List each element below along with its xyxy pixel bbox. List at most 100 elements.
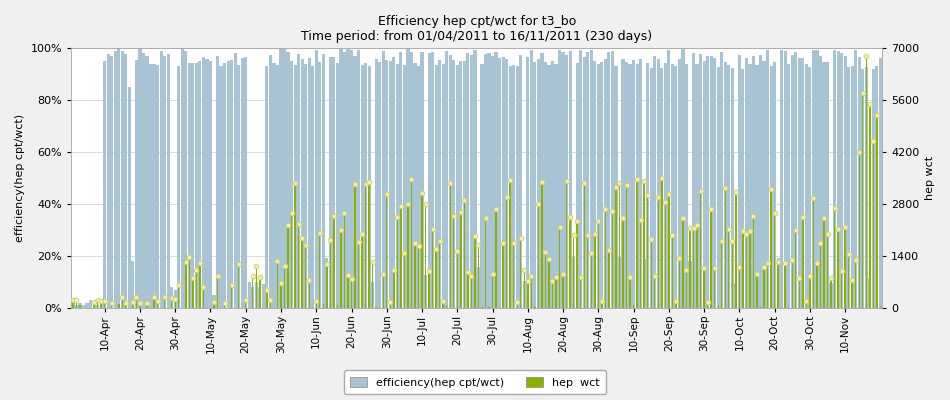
Bar	[89, 300, 92, 308]
Bar	[498, 58, 502, 308]
Bar	[720, 52, 723, 308]
Bar	[290, 61, 294, 308]
Bar	[92, 303, 96, 308]
Bar	[678, 59, 681, 308]
Bar	[403, 65, 406, 308]
Bar	[880, 306, 881, 308]
Bar	[671, 64, 674, 308]
Bar	[774, 212, 775, 308]
Bar	[598, 221, 599, 308]
Bar	[375, 307, 377, 308]
Bar	[425, 204, 427, 308]
Bar	[146, 303, 147, 308]
Bar	[104, 61, 106, 308]
Bar	[390, 302, 391, 308]
Bar	[657, 198, 659, 308]
Bar	[156, 66, 160, 308]
Bar	[640, 220, 641, 308]
Bar	[153, 64, 156, 308]
Bar	[707, 302, 709, 308]
Bar	[686, 270, 687, 308]
Bar	[298, 224, 299, 308]
Bar	[170, 287, 173, 308]
Bar	[713, 58, 716, 308]
Bar	[196, 270, 197, 308]
Bar	[642, 259, 646, 308]
Bar	[508, 66, 512, 308]
Bar	[323, 304, 324, 308]
Bar	[741, 69, 745, 308]
Bar	[470, 276, 472, 308]
Bar	[830, 278, 832, 308]
Bar	[833, 50, 836, 308]
Bar	[519, 55, 522, 308]
Bar	[544, 252, 546, 308]
Bar	[654, 56, 656, 308]
Bar	[258, 287, 261, 308]
Bar	[763, 61, 766, 308]
Bar	[393, 270, 394, 308]
Bar	[689, 261, 692, 308]
Bar	[488, 307, 490, 308]
Bar	[766, 50, 770, 308]
Bar	[664, 63, 667, 308]
Bar	[424, 275, 428, 308]
Bar	[647, 195, 649, 308]
Bar	[495, 52, 498, 308]
Bar	[383, 274, 384, 308]
Bar	[538, 204, 539, 308]
Bar	[752, 216, 754, 308]
Bar	[372, 262, 373, 308]
Bar	[75, 305, 78, 308]
Bar	[523, 270, 525, 308]
Bar	[251, 287, 255, 308]
Bar	[466, 53, 469, 308]
Bar	[622, 218, 624, 308]
Bar	[593, 61, 597, 308]
Bar	[209, 61, 212, 308]
Bar	[474, 236, 476, 308]
Bar	[460, 212, 462, 308]
Bar	[347, 50, 350, 308]
Bar	[464, 200, 465, 308]
Bar	[368, 66, 371, 308]
Bar	[841, 271, 843, 308]
Bar	[731, 68, 734, 308]
Bar	[739, 266, 740, 308]
Bar	[875, 66, 879, 308]
Bar	[481, 64, 484, 308]
Bar	[543, 62, 547, 308]
Bar	[294, 183, 295, 308]
Bar	[326, 264, 328, 308]
Bar	[601, 300, 602, 308]
Bar	[379, 307, 380, 308]
Bar	[252, 276, 254, 308]
Bar	[397, 216, 398, 308]
Bar	[745, 58, 748, 308]
Bar	[608, 250, 610, 308]
Bar	[386, 194, 388, 308]
Bar	[276, 65, 279, 308]
Bar	[721, 241, 722, 308]
Bar	[414, 243, 416, 308]
Bar	[217, 276, 218, 308]
Bar	[840, 53, 844, 308]
Bar	[457, 252, 458, 308]
Bar	[855, 260, 857, 308]
Bar	[788, 307, 789, 308]
Bar	[703, 268, 705, 308]
Bar	[864, 67, 868, 308]
Bar	[781, 306, 783, 308]
Bar	[422, 193, 423, 308]
Bar	[142, 53, 145, 308]
Bar	[452, 60, 455, 308]
Bar	[294, 65, 296, 308]
Bar	[605, 209, 606, 308]
Bar	[728, 228, 730, 308]
Bar	[858, 56, 861, 308]
Bar	[717, 305, 719, 308]
Bar	[456, 65, 459, 308]
Bar	[343, 52, 346, 308]
Bar	[847, 67, 850, 308]
Bar	[600, 62, 603, 308]
